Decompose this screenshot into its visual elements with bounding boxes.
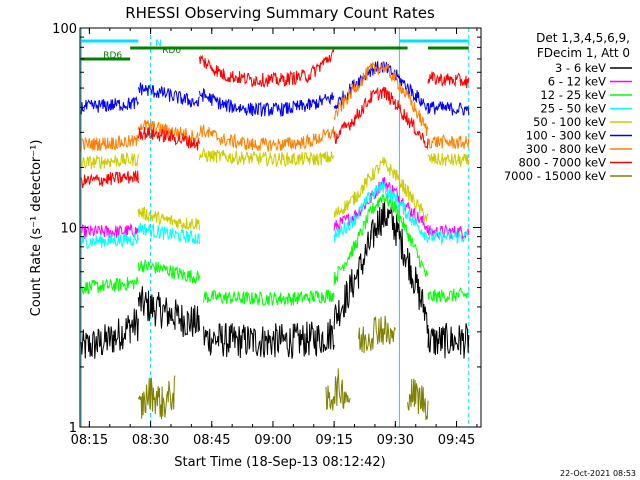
x-tick-label-1: 08:30 [132,433,169,448]
y-tick-label-2: 100 [52,22,77,37]
legend-label-1: 6 - 12 keV [548,75,606,89]
footer-date: 22-Oct-2021 08:53 [560,469,636,478]
series-segment-5-1 [137,82,200,108]
series-segment-8-1 [325,368,351,411]
flag-label-rd6: RD6 [103,51,122,61]
series-segment-7-2 [199,47,335,88]
series-segment-0-1 [137,286,200,338]
legend-label-0: 3 - 6 keV [555,61,606,75]
x-tick-label-3: 09:00 [254,433,291,448]
series-segment-4-2 [199,147,335,168]
flag-label-rd0: RD0 [162,46,181,56]
legend: Det 1,3,4,5,6,9, FDecim 1, Att 0 3 - 6 k… [504,31,632,183]
series-segment-3-1 [137,222,200,246]
series-3-6-kev [80,200,470,359]
series-segment-2-3 [333,193,429,286]
x-tick-label-6: 09:45 [438,433,475,448]
series-segment-8-3 [407,378,429,420]
series-25-50-kev [80,180,469,249]
x-tick-label-4: 09:15 [315,433,352,448]
series-segment-2-0 [80,276,139,295]
series-segment-1-0 [81,222,139,239]
series-segment-6-3 [333,61,429,137]
legend-label-6: 300 - 800 keV [526,142,606,156]
series-segment-0-4 [427,323,470,359]
series-segment-8-0 [137,375,176,420]
series-segment-8-2 [358,315,396,354]
legend-label-5: 100 - 300 keV [526,129,606,143]
series-segment-2-1 [137,258,200,285]
series-segment-6-2 [199,124,335,152]
x-axis: 08:15 08:30 08:45 09:00 09:15 09:30 09:45 [71,28,478,448]
series-segment-3-0 [80,232,139,249]
flag-label-n: N [155,39,162,49]
series-segment-4-1 [137,206,200,231]
series-segment-6-4 [427,133,470,150]
legend-label-8: 7000 - 15000 keV [504,169,606,183]
series-segment-0-0 [80,308,139,359]
y-tick-label-1: 10 [60,222,77,237]
legend-label-7: 800 - 7000 keV [518,156,606,170]
series-segment-5-2 [199,87,335,117]
series-segment-4-0 [80,151,139,170]
legend-label-3: 25 - 50 keV [540,102,606,116]
series-segment-1-2 [427,224,470,241]
y-tick-label-0: 1 [69,421,77,436]
legend-label-2: 12 - 25 keV [540,88,606,102]
series-segment-3-3 [427,229,469,246]
legend-label-4: 50 - 100 keV [533,115,606,129]
series-segment-7-1 [137,126,200,151]
x-axis-label: Start Time (18-Sep-13 08:12:42) [174,455,385,470]
x-tick-label-0: 08:15 [71,433,108,448]
series-segment-2-4 [427,287,470,303]
series-segment-5-4 [427,101,470,116]
series-segment-4-3 [333,156,429,222]
y-axis-label: Count Rate (s⁻¹ detector⁻¹) [29,140,44,317]
series-segment-0-3 [333,200,429,334]
series-segment-6-0 [80,135,139,152]
legend-header-line-2: FDecim 1, Att 0 [537,46,630,60]
chart-title: RHESSI Observing Summary Count Rates [125,4,435,22]
series-12-25-kev [80,193,470,306]
series-100-300-kev [80,61,470,117]
series-segment-2-2 [203,289,335,306]
legend-header-line-1: Det 1,3,4,5,6,9, [536,31,630,45]
series-segment-4-4 [427,152,470,167]
series-segment-7-0 [80,170,139,189]
series-segment-7-4 [427,71,470,89]
series-segment-7-3 [333,86,429,150]
series-50-100-kev [80,147,470,231]
series-segment-0-2 [203,318,335,359]
series-segment-5-0 [80,96,139,115]
series-segment-3-2 [333,180,429,243]
x-tick-label-5: 09:30 [377,433,414,448]
x-tick-label-2: 08:45 [193,433,230,448]
series-800-7000-kev [80,47,470,189]
y-axis: 1 10 100 [52,22,481,436]
series-7000-15000-kev [137,315,429,420]
